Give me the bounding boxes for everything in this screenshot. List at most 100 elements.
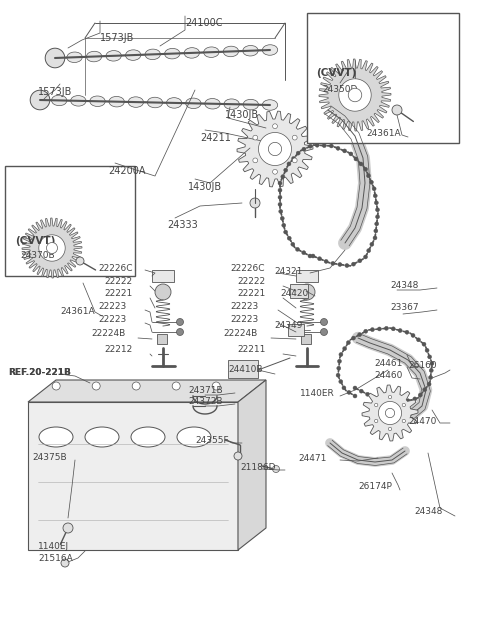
Circle shape: [374, 229, 378, 233]
Circle shape: [342, 386, 346, 390]
Polygon shape: [385, 408, 395, 418]
Text: 22224B: 22224B: [223, 329, 257, 338]
Circle shape: [411, 334, 415, 338]
Circle shape: [429, 375, 432, 380]
Circle shape: [358, 259, 362, 263]
Ellipse shape: [243, 45, 258, 56]
Text: (CVVT): (CVVT): [316, 68, 356, 78]
Ellipse shape: [86, 51, 102, 62]
Circle shape: [212, 382, 220, 390]
Circle shape: [425, 348, 429, 352]
Circle shape: [347, 341, 350, 345]
Polygon shape: [28, 380, 266, 402]
Text: 22223: 22223: [230, 302, 258, 311]
Polygon shape: [378, 401, 402, 424]
Circle shape: [385, 399, 389, 403]
Circle shape: [299, 284, 315, 300]
Circle shape: [47, 242, 58, 253]
Text: 24333: 24333: [167, 220, 198, 230]
Circle shape: [292, 135, 297, 140]
Circle shape: [363, 255, 368, 259]
Ellipse shape: [184, 48, 200, 58]
Circle shape: [388, 396, 392, 399]
Text: 22226C: 22226C: [98, 264, 132, 273]
Ellipse shape: [205, 98, 220, 109]
Circle shape: [292, 158, 297, 163]
Circle shape: [343, 346, 347, 350]
Circle shape: [367, 249, 371, 253]
Text: 24460: 24460: [374, 371, 402, 380]
Circle shape: [374, 419, 378, 422]
Circle shape: [76, 257, 84, 265]
Circle shape: [374, 403, 378, 406]
Text: 1573JB: 1573JB: [38, 87, 72, 97]
Circle shape: [428, 355, 432, 359]
Circle shape: [92, 382, 100, 390]
Circle shape: [423, 388, 427, 392]
Ellipse shape: [177, 427, 211, 447]
Circle shape: [336, 373, 340, 377]
Circle shape: [353, 394, 357, 398]
Text: 1140ER: 1140ER: [300, 389, 335, 398]
Bar: [157, 334, 167, 344]
Text: 24361A: 24361A: [366, 129, 401, 138]
Polygon shape: [39, 235, 65, 261]
Circle shape: [61, 559, 69, 567]
Circle shape: [377, 327, 382, 331]
Ellipse shape: [145, 49, 160, 59]
Text: 26174P: 26174P: [358, 482, 392, 491]
Circle shape: [430, 362, 434, 366]
Bar: [152, 270, 174, 282]
Circle shape: [371, 327, 374, 332]
Polygon shape: [22, 218, 82, 278]
Circle shape: [331, 262, 335, 265]
Bar: [296, 270, 318, 282]
Circle shape: [177, 329, 183, 336]
Bar: [290, 284, 308, 298]
Circle shape: [253, 158, 258, 163]
Text: 22224B: 22224B: [91, 329, 125, 338]
Text: 26160: 26160: [408, 361, 437, 370]
Text: 24471: 24471: [298, 454, 326, 463]
Circle shape: [282, 223, 286, 227]
Circle shape: [280, 216, 284, 220]
Circle shape: [388, 427, 392, 431]
Circle shape: [384, 326, 388, 330]
Text: 1140EJ: 1140EJ: [38, 542, 69, 551]
Circle shape: [413, 397, 417, 401]
Circle shape: [363, 167, 368, 171]
Circle shape: [302, 251, 306, 255]
Text: 24461: 24461: [374, 359, 402, 368]
Circle shape: [337, 359, 341, 363]
Circle shape: [364, 329, 368, 333]
Text: 24348: 24348: [390, 281, 419, 290]
Ellipse shape: [224, 99, 240, 110]
Text: 22221: 22221: [237, 289, 265, 298]
Circle shape: [353, 386, 357, 390]
Text: 22223: 22223: [98, 302, 126, 311]
Circle shape: [273, 170, 277, 174]
Ellipse shape: [51, 95, 67, 106]
Ellipse shape: [39, 427, 73, 447]
Text: 22226C: 22226C: [230, 264, 264, 273]
Circle shape: [406, 399, 410, 403]
Circle shape: [324, 260, 328, 263]
Ellipse shape: [165, 48, 180, 59]
Circle shape: [273, 466, 279, 473]
Circle shape: [402, 403, 406, 406]
Circle shape: [422, 342, 426, 346]
Ellipse shape: [67, 52, 82, 63]
Circle shape: [358, 332, 361, 337]
Circle shape: [45, 48, 65, 68]
Circle shape: [393, 400, 396, 404]
Circle shape: [339, 353, 343, 357]
Circle shape: [338, 262, 342, 267]
Circle shape: [336, 146, 340, 151]
Text: 22211: 22211: [237, 345, 265, 354]
Text: 22212: 22212: [104, 345, 132, 354]
Circle shape: [373, 236, 377, 240]
Circle shape: [374, 201, 378, 205]
Circle shape: [392, 105, 402, 115]
Polygon shape: [268, 142, 282, 156]
Circle shape: [370, 242, 374, 246]
